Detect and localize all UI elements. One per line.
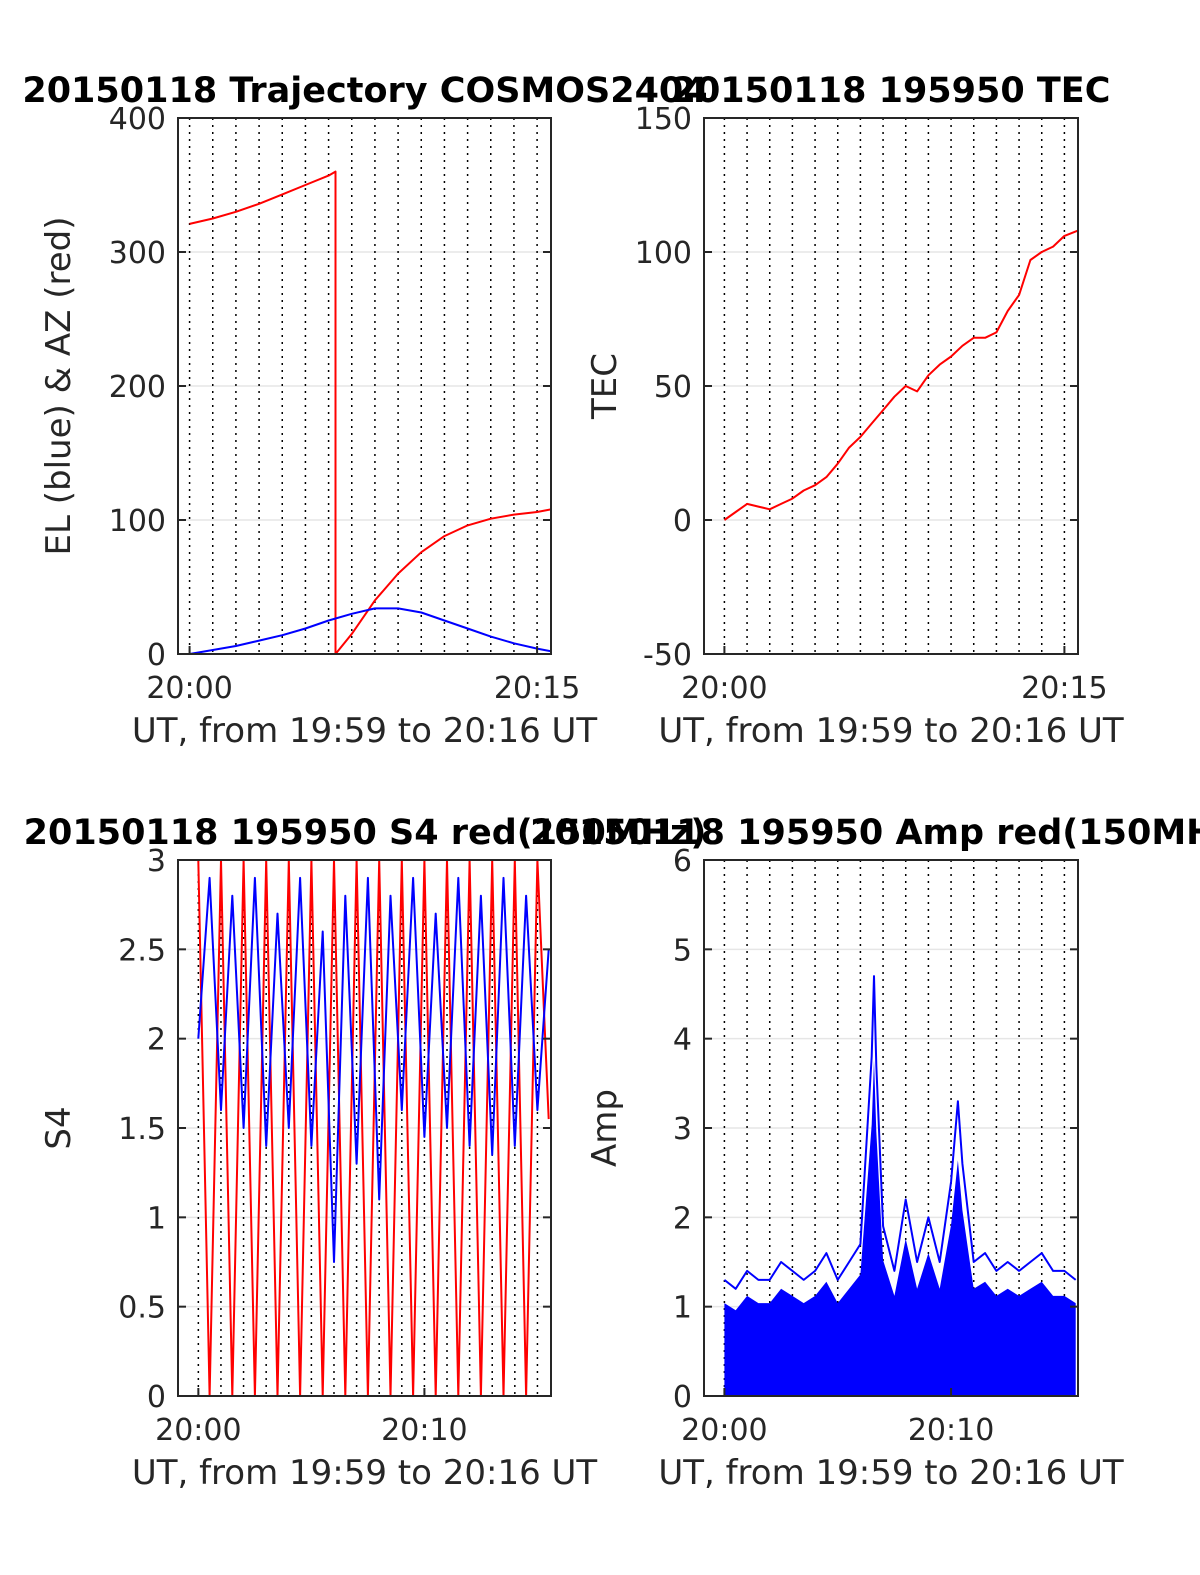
x-tick-label: 20:00 <box>155 1413 241 1448</box>
series-group <box>723 975 1077 1396</box>
y-tick-label: 3 <box>147 844 166 879</box>
y-tick-label: 6 <box>673 844 692 879</box>
y-tick-label: 2.5 <box>118 933 166 968</box>
y-tick-label: 200 <box>109 370 166 405</box>
x-tick-label: 20:00 <box>681 671 767 706</box>
x-tick-label: 20:00 <box>681 1413 767 1448</box>
y-axis-label: Amp <box>585 1089 625 1167</box>
series-line-2 <box>189 607 551 654</box>
x-tick-label: 20:15 <box>1021 671 1107 706</box>
y-tick-label: 0 <box>147 1380 166 1415</box>
x-axis-label: UT, from 19:59 to 20:16 UT <box>132 711 598 751</box>
y-tick-label: 300 <box>109 236 166 271</box>
series-fill <box>724 1060 1076 1396</box>
y-tick-label: 0 <box>147 638 166 673</box>
y-tick-label: 400 <box>109 102 166 137</box>
y-tick-label: 4 <box>673 1023 692 1058</box>
y-tick-label: 5 <box>673 933 692 968</box>
y-tick-label: 1 <box>147 1201 166 1236</box>
chart-title: 20150118 Trajectory COSMOS2404 <box>22 71 707 111</box>
y-tick-label: 50 <box>654 370 692 405</box>
series-line-1 <box>723 975 1077 1290</box>
y-tick-label: 1 <box>673 1291 692 1326</box>
y-tick-label: 2 <box>673 1201 692 1236</box>
y-tick-label: -50 <box>643 638 692 673</box>
y-tick-label: 3 <box>673 1112 692 1147</box>
y-axis-label: TEC <box>585 353 625 420</box>
series-line-1 <box>189 170 551 654</box>
y-tick-label: 0 <box>673 1380 692 1415</box>
chart-1: 0 100 200 300 400 20:00 20:15 UT, from 19:59 to… <box>22 71 707 751</box>
series-line-2 <box>197 876 550 1263</box>
y-tick-label: 100 <box>109 504 166 539</box>
x-axis-label: UT, from 19:59 to 20:16 UT <box>658 711 1124 751</box>
series-group <box>189 170 551 654</box>
chart-4: 0 1 2 3 4 5 6 20:00 20:10 UT, from 19:59 to 20:16… <box>530 813 1200 1493</box>
x-tick-label: 20:00 <box>146 671 232 706</box>
chart-title: 20150118 195950 Amp red(150MHz) <box>530 813 1200 853</box>
y-tick-label: 100 <box>635 236 692 271</box>
y-tick-label: 2 <box>147 1023 166 1058</box>
series-line-1 <box>197 860 550 1396</box>
series-group <box>197 860 550 1396</box>
y-tick-label: 150 <box>635 102 692 137</box>
series-group <box>723 229 1078 521</box>
x-tick-label: 20:10 <box>381 1413 467 1448</box>
x-axis-label: UT, from 19:59 to 20:16 UT <box>132 1453 598 1493</box>
y-axis-label: EL (blue) & AZ (red) <box>39 216 79 555</box>
chart-2: -50 0 50 100 150 20:00 20:15 UT, from 19:59 to … <box>585 71 1124 751</box>
x-axis-label: UT, from 19:59 to 20:16 UT <box>658 1453 1124 1493</box>
x-tick-label: 20:15 <box>494 671 580 706</box>
x-tick-label: 20:10 <box>908 1413 994 1448</box>
y-tick-label: 1.5 <box>118 1112 166 1147</box>
y-axis-label: S4 <box>39 1106 79 1149</box>
chart-title: 20150118 195950 TEC <box>672 71 1111 111</box>
series-line-1 <box>723 229 1078 521</box>
y-tick-label: 0 <box>673 504 692 539</box>
y-tick-label: 0.5 <box>118 1291 166 1326</box>
chart-title: 20150118 195950 S4 red(150MHz) <box>24 813 707 853</box>
chart-3: 0 0.5 1 1.5 2 2.5 3 20:00 20:10 UT, from 19:59 to… <box>24 813 707 1493</box>
